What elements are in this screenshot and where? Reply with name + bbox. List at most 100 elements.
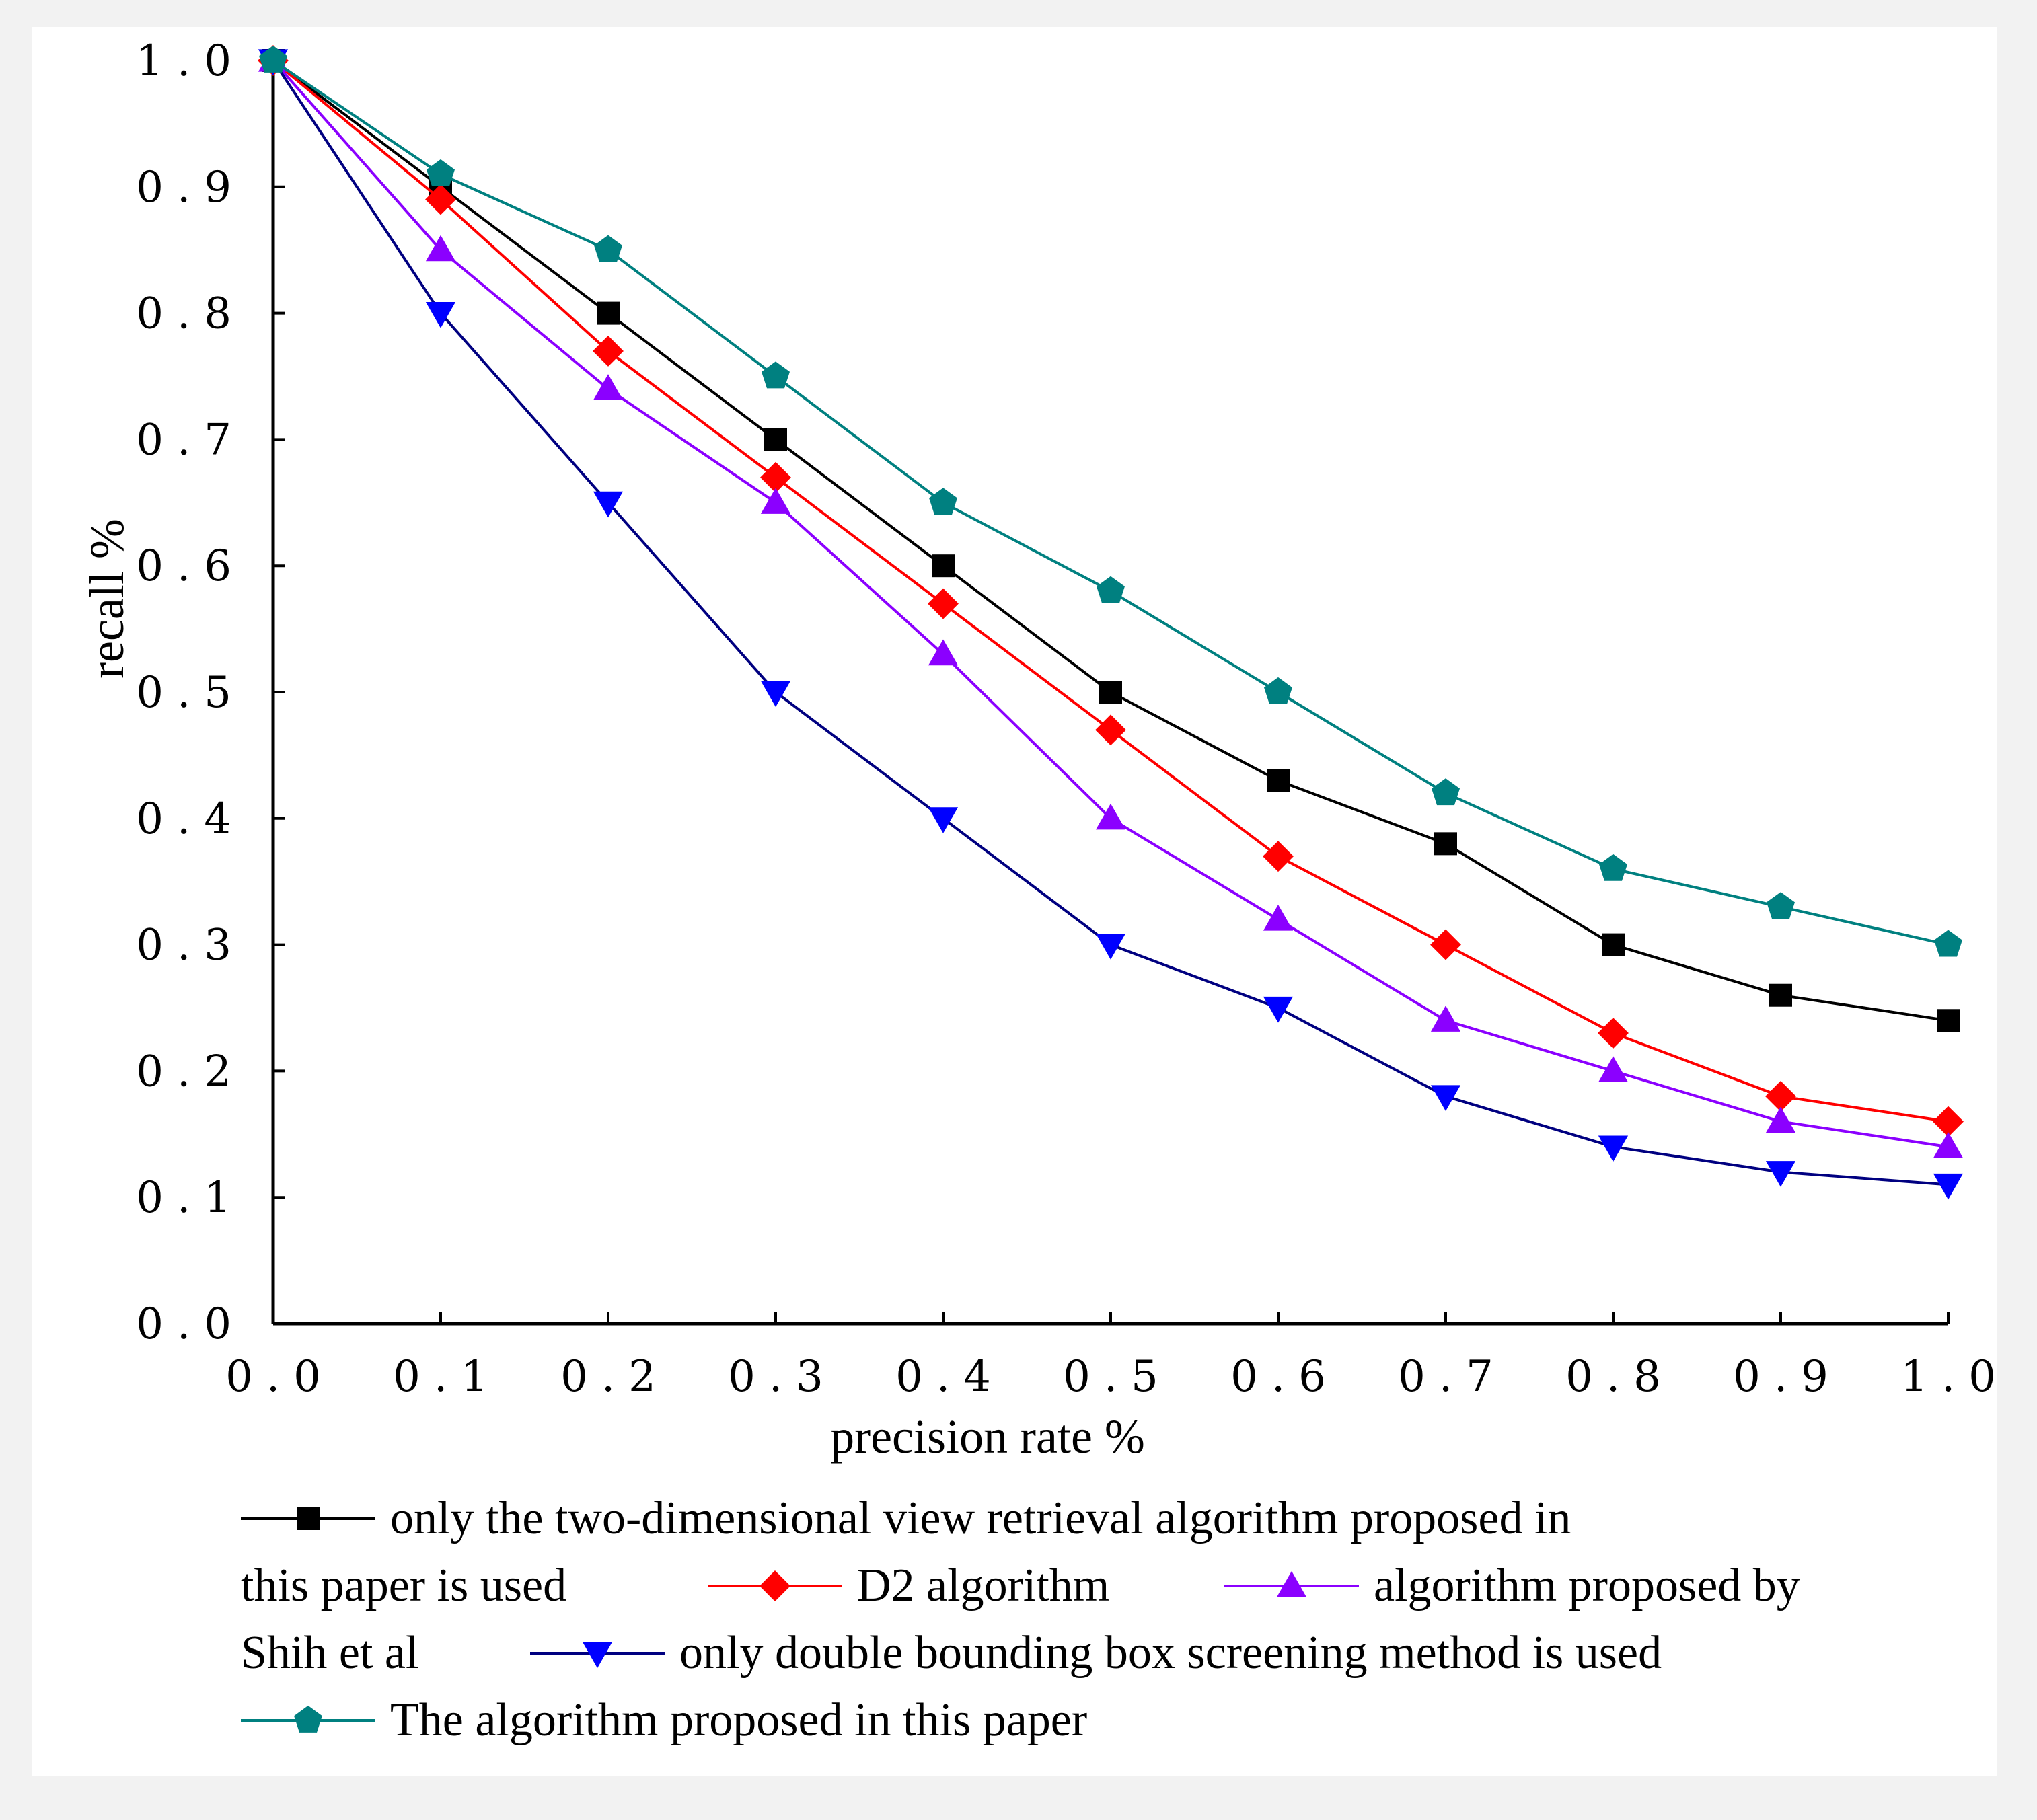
- y-tick-label: 1.0: [136, 36, 245, 86]
- x-tick-label: 1.0: [1900, 1352, 1997, 1402]
- legend-label: only double bounding box screening metho…: [679, 1627, 1662, 1679]
- data-point: [1267, 769, 1290, 792]
- data-point: [1095, 714, 1126, 746]
- data-point: [593, 335, 624, 367]
- data-point: [760, 681, 791, 708]
- series-4: [258, 49, 1964, 1200]
- x-tick-label: 0.0: [225, 1352, 334, 1402]
- data-point: [1095, 803, 1126, 830]
- series-line: [272, 59, 1949, 1149]
- y-tick-label: 0.6: [136, 541, 245, 591]
- data-point: [1430, 1006, 1461, 1032]
- data-point: [1430, 1085, 1461, 1112]
- data-point: [1263, 996, 1294, 1023]
- legend-marker: [760, 1570, 790, 1601]
- y-tick-label: 0.9: [136, 163, 245, 213]
- legend-marker: [1276, 1570, 1307, 1597]
- data-point: [932, 554, 955, 578]
- data-point: [1602, 933, 1625, 956]
- data-point: [597, 301, 620, 325]
- x-tick-label: 0.8: [1565, 1352, 1674, 1402]
- data-point: [1765, 1081, 1796, 1112]
- data-point: [425, 235, 456, 262]
- data-point: [425, 302, 456, 328]
- data-point: [1765, 1106, 1796, 1133]
- y-tick-label: 0.3: [136, 921, 245, 971]
- data-point: [1598, 1135, 1629, 1162]
- legend-label: D2 algorithm: [857, 1560, 1109, 1612]
- y-axis-title: recall %: [80, 519, 134, 679]
- data-point: [928, 807, 959, 833]
- y-tick-label: 0.1: [136, 1173, 245, 1223]
- x-tick-label: 0.1: [393, 1352, 502, 1402]
- y-axis-ticks: 0.0 0.1 0.2 0.3 0.4 0.5 0.6 0.7 0.8 0.9 1.0: [136, 36, 285, 1349]
- legend-marker: [582, 1642, 613, 1669]
- series-5: [259, 45, 1962, 957]
- series-1: [262, 49, 1960, 1032]
- data-point: [1434, 832, 1457, 856]
- legend-label: only the two-dimensional view retrieval …: [390, 1492, 1571, 1544]
- legend-swatch-5: [241, 1705, 375, 1733]
- x-tick-label: 0.6: [1230, 1352, 1339, 1402]
- data-point: [929, 488, 957, 515]
- data-point: [762, 361, 790, 389]
- data-point: [1767, 892, 1795, 919]
- x-axis-ticks: 0.0 0.1 0.2 0.3 0.4 0.5 0.6 0.7 0.8 0.9 1.0: [225, 1312, 1997, 1402]
- data-point: [1765, 1161, 1796, 1187]
- y-tick-label: 0.7: [136, 415, 245, 465]
- series-line: [272, 59, 1949, 1186]
- legend-swatch-4: [530, 1642, 665, 1669]
- x-tick-label: 0.4: [895, 1352, 1004, 1402]
- data-point: [594, 235, 622, 262]
- chart-canvas: 0.0 0.1 0.2 0.3 0.4 0.5 0.6 0.7 0.8 0.9 1.0 0.0 0.1…: [32, 27, 1997, 1776]
- data-point: [760, 461, 791, 493]
- legend-label: algorithm proposed by: [1374, 1560, 1800, 1612]
- legend: only the two-dimensional view retrieval …: [241, 1492, 1800, 1746]
- data-point: [1430, 929, 1461, 960]
- data-point: [1263, 841, 1294, 872]
- data-point: [425, 184, 456, 215]
- legend-marker: [297, 1507, 320, 1530]
- legend-swatch-3: [1224, 1570, 1359, 1597]
- data-point: [1598, 1056, 1629, 1082]
- data-point: [1933, 1173, 1964, 1200]
- plot-area: [258, 45, 1964, 1200]
- data-point: [764, 428, 787, 451]
- data-point: [593, 491, 624, 518]
- legend-swatch-1: [241, 1507, 375, 1530]
- data-point: [1933, 1131, 1964, 1158]
- series-line: [272, 59, 1949, 1022]
- x-tick-label: 0.3: [728, 1352, 837, 1402]
- data-point: [1598, 1018, 1629, 1049]
- data-point: [1263, 904, 1294, 931]
- data-point: [760, 488, 791, 514]
- data-point: [1933, 1106, 1964, 1137]
- data-point: [593, 374, 624, 400]
- legend-label: The algorithm proposed in this paper: [390, 1694, 1087, 1746]
- y-tick-label: 0.4: [136, 794, 245, 844]
- data-point: [1934, 930, 1962, 957]
- y-tick-label: 0.2: [136, 1047, 245, 1096]
- x-tick-label: 0.9: [1733, 1352, 1842, 1402]
- data-point: [1769, 983, 1792, 1007]
- y-tick-label: 0.5: [136, 668, 245, 718]
- data-point: [427, 159, 455, 186]
- data-point: [1097, 576, 1125, 603]
- data-point: [1099, 681, 1122, 704]
- y-tick-label: 0.0: [136, 1299, 245, 1349]
- data-point: [1264, 677, 1292, 704]
- legend-label-continuation: this paper is used: [241, 1560, 566, 1612]
- data-point: [928, 639, 959, 666]
- x-tick-label: 0.2: [560, 1352, 669, 1402]
- data-point: [1937, 1009, 1960, 1032]
- legend-label-continuation: Shih et al: [241, 1627, 418, 1679]
- x-axis-title: precision rate %: [830, 1410, 1145, 1464]
- data-point: [1599, 854, 1627, 881]
- x-tick-label: 0.5: [1063, 1352, 1172, 1402]
- legend-swatch-2: [708, 1570, 842, 1601]
- data-point: [259, 45, 287, 73]
- data-point: [928, 588, 959, 619]
- legend-marker: [294, 1705, 322, 1733]
- x-tick-label: 0.7: [1398, 1352, 1507, 1402]
- data-point: [1432, 778, 1460, 806]
